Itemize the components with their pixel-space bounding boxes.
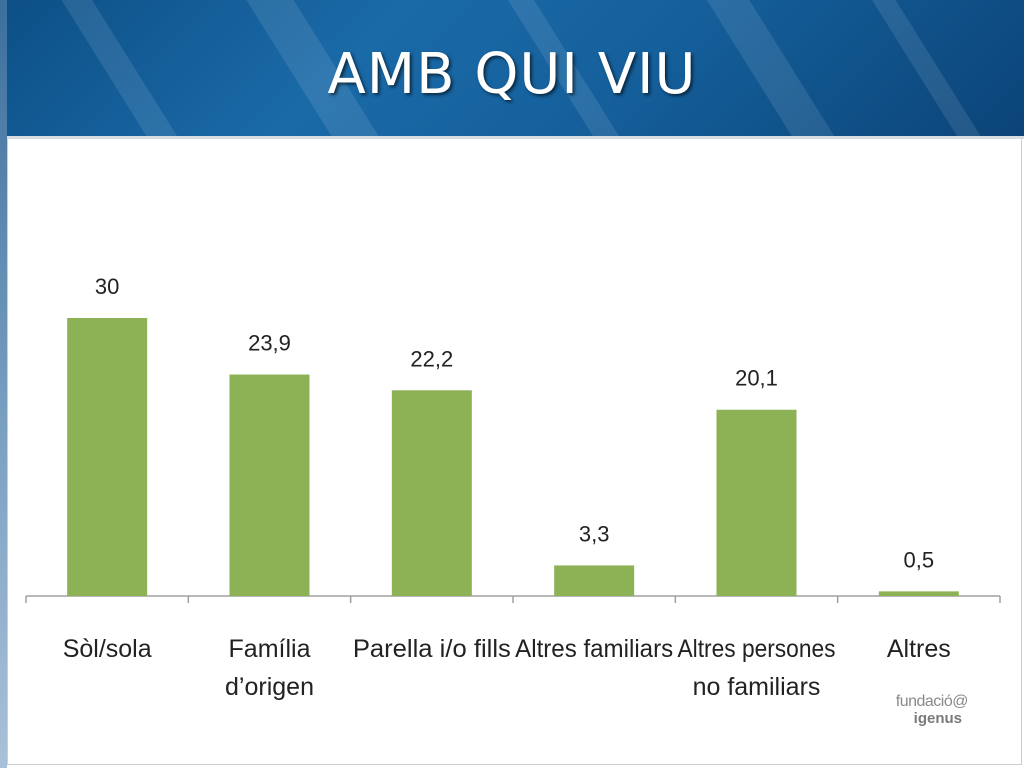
logo-line-2: igenus [913,710,962,727]
category-label: Altres persones [678,635,836,663]
title-banner: AMB QUI VIU [0,0,1024,139]
logo-line-1: fundació@ [895,693,969,710]
category-label: Família [229,635,311,663]
slide-content-frame [7,139,1022,765]
data-label: 22,2 [410,346,453,371]
bar [716,409,797,596]
data-label: 3,3 [579,521,610,546]
data-label: 30 [95,274,119,299]
category-label: Sòl/sola [63,635,152,663]
category-label: Parella i/o fills [353,635,511,663]
bar [229,374,310,596]
category-label: Altres familiars [515,635,673,663]
category-label: d’origen [225,673,314,701]
data-label: 0,5 [904,547,935,572]
bar [554,565,635,596]
bar [67,318,148,596]
category-label: no familiars [693,673,821,701]
category-label: Altres [887,635,951,663]
left-accent-bar [0,0,7,768]
data-label: 20,1 [735,366,778,391]
fundacio-igenus-logo: fundació@ igenus [888,693,969,727]
slide-title: AMB QUI VIU [327,42,697,107]
bar [878,591,959,596]
data-label: 23,9 [248,331,291,356]
bar [391,390,472,596]
